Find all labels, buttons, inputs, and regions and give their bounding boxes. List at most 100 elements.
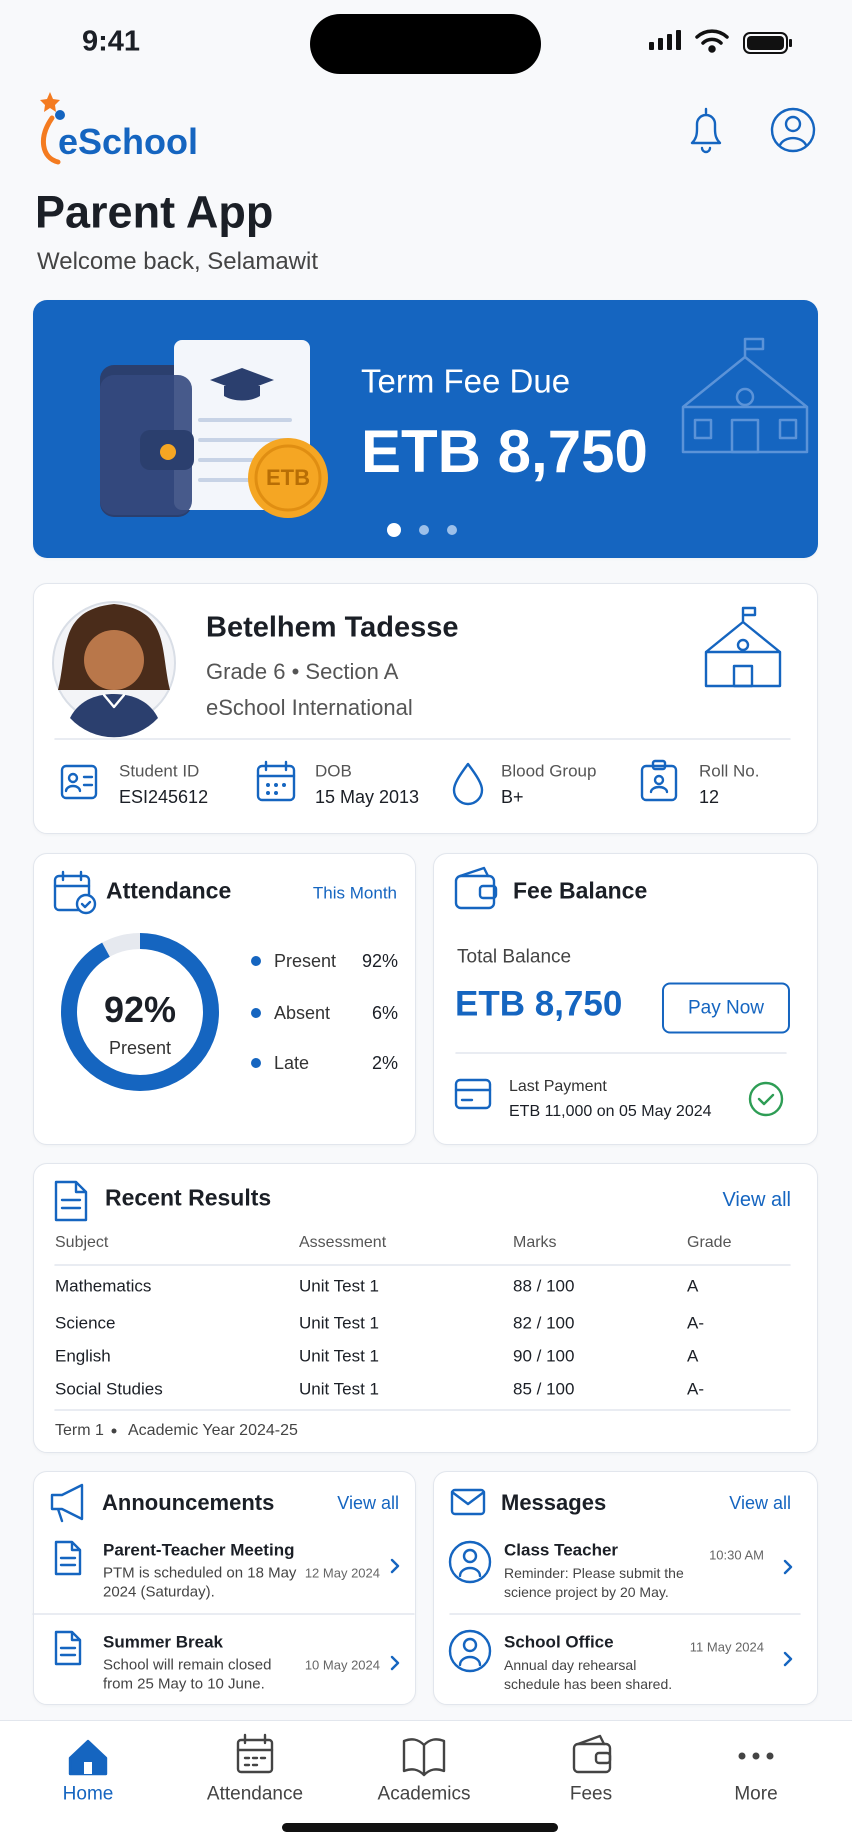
- results-icon: [54, 1180, 88, 1222]
- banner-dots: [387, 523, 457, 537]
- wallet-icon: [454, 866, 498, 910]
- field-label: Student ID: [119, 761, 200, 781]
- bell-icon[interactable]: [690, 107, 722, 154]
- item-text: science project by 20 May.: [504, 1584, 669, 1600]
- item-text: Reminder: Please submit the: [504, 1565, 684, 1581]
- item-time: 10:30 AM: [709, 1547, 764, 1563]
- nav-label[interactable]: More: [734, 1783, 778, 1805]
- ann-icons: [54, 1540, 400, 1671]
- column-header: Subject: [55, 1234, 109, 1251]
- donut-label: Present: [108, 1038, 172, 1058]
- banner-school: [681, 337, 809, 454]
- avatar: [52, 601, 176, 738]
- legend-dot: [251, 956, 261, 966]
- profile-icon[interactable]: [770, 107, 816, 153]
- item-date: 10 May 2024: [304, 1657, 380, 1673]
- messages-card[interactable]: [433, 1471, 818, 1705]
- banner-illustration: [100, 340, 328, 518]
- pay-now-button[interactable]: Pay Now: [661, 982, 791, 1034]
- table-cell: Unit Test 1: [299, 1346, 380, 1366]
- coin-label: ETB: [266, 465, 310, 490]
- table-cell: 88 / 100: [513, 1276, 575, 1296]
- table-cell: English: [55, 1346, 111, 1366]
- view-all-link[interactable]: View all: [337, 1493, 399, 1513]
- attendance-icon: [53, 870, 97, 915]
- nav-label[interactable]: Fees: [569, 1783, 613, 1805]
- announcements-card[interactable]: [33, 1471, 416, 1705]
- card-title: Attendance: [106, 877, 232, 904]
- period-link[interactable]: This Month: [312, 883, 397, 903]
- item-time: 11 May 2024: [689, 1639, 764, 1655]
- student-grade: Grade 6 • Section A: [206, 659, 399, 684]
- donut-value: 92%: [103, 989, 177, 1030]
- total-label: Total Balance: [457, 946, 572, 968]
- table-cell: A-: [687, 1313, 704, 1333]
- item-text: 2024 (Saturday).: [103, 1583, 215, 1601]
- field-label: Blood Group: [501, 761, 597, 781]
- last-payment-label: Last Payment: [509, 1078, 607, 1095]
- view-all-link[interactable]: View all: [729, 1493, 791, 1513]
- banner-title: Term Fee Due: [361, 362, 571, 400]
- card-title: Announcements: [102, 1490, 275, 1515]
- battery: [743, 32, 792, 54]
- term: Term 1: [55, 1422, 104, 1439]
- separator: [111, 1428, 117, 1434]
- item-text: PTM is scheduled on 18 May: [103, 1564, 297, 1582]
- column-header: Grade: [687, 1234, 732, 1251]
- status-time: 9:41: [82, 25, 141, 58]
- item-text: from 25 May to 10 June.: [103, 1675, 265, 1693]
- msg-icons: [448, 1540, 793, 1673]
- column-header: Assessment: [299, 1234, 387, 1251]
- legend-label: Late: [274, 1053, 310, 1073]
- page-title: Parent App: [35, 186, 274, 238]
- table-cell: A: [687, 1346, 699, 1366]
- column-header: Marks: [513, 1234, 557, 1251]
- year: Academic Year 2024-25: [128, 1422, 298, 1439]
- logo: eSchool: [58, 121, 199, 162]
- student-card[interactable]: [33, 583, 818, 834]
- legend-value: 6%: [371, 1003, 398, 1023]
- student-school-icon: [704, 606, 782, 688]
- student-name: Betelhem Tadesse: [206, 611, 459, 644]
- card-title: Fee Balance: [513, 877, 648, 904]
- signal: [649, 30, 681, 50]
- total-value: ETB 8,750: [455, 984, 623, 1024]
- megaphone-icon: [50, 1483, 84, 1523]
- nav-label[interactable]: Attendance: [206, 1783, 304, 1805]
- field-label: DOB: [315, 761, 352, 781]
- table-cell: Unit Test 1: [299, 1379, 380, 1399]
- item-text: Annual day rehearsal: [504, 1657, 637, 1673]
- student-school: eSchool International: [206, 695, 413, 720]
- item-text: schedule has been shared.: [504, 1676, 673, 1692]
- view-all-link[interactable]: View all: [722, 1189, 791, 1211]
- item-date: 12 May 2024: [304, 1565, 380, 1581]
- item-title: School Office: [504, 1632, 614, 1652]
- table-cell: 82 / 100: [513, 1313, 575, 1333]
- field-value: B+: [501, 787, 524, 807]
- logo-mark: [40, 92, 65, 165]
- mail-icon: [450, 1488, 486, 1516]
- field-value: 15 May 2013: [315, 787, 420, 807]
- table-cell: Mathematics: [55, 1276, 152, 1296]
- banner-amount: ETB 8,750: [361, 418, 648, 485]
- table-cell: 90 / 100: [513, 1346, 575, 1366]
- item-title: Class Teacher: [504, 1540, 619, 1560]
- wifi: [695, 29, 729, 53]
- nav-label[interactable]: Home: [62, 1783, 114, 1805]
- last-payment: ETB 11,000 on 05 May 2024: [509, 1103, 712, 1120]
- results-card[interactable]: [33, 1163, 818, 1453]
- fee-card[interactable]: [433, 853, 818, 1145]
- home-indicator: [282, 1823, 558, 1832]
- legend-label: Absent: [274, 1003, 331, 1023]
- field-value: ESI245612: [119, 787, 209, 807]
- attendance-card[interactable]: [33, 853, 416, 1145]
- nav-label[interactable]: Academics: [377, 1783, 471, 1805]
- legend-value: 2%: [371, 1053, 398, 1073]
- field-value: 12: [699, 787, 720, 807]
- field-icons: [60, 759, 678, 806]
- item-text: School will remain closed: [103, 1656, 272, 1674]
- table-lines: [54, 1264, 791, 1411]
- dynamic-island: [310, 14, 541, 74]
